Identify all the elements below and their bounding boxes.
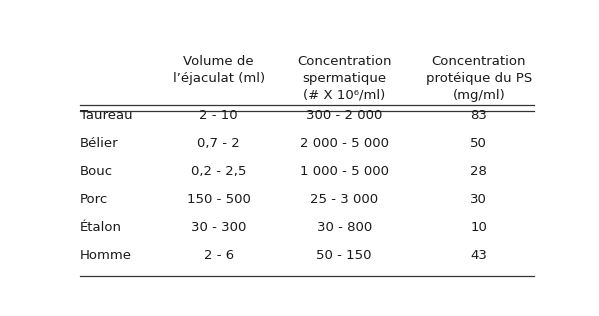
Text: Taureau: Taureau xyxy=(80,109,132,122)
Text: 25 - 3 000: 25 - 3 000 xyxy=(310,193,378,206)
Text: 50: 50 xyxy=(470,137,487,150)
Text: 150 - 500: 150 - 500 xyxy=(187,193,251,206)
Text: 1 000 - 5 000: 1 000 - 5 000 xyxy=(300,165,389,178)
Text: 0,2 - 2,5: 0,2 - 2,5 xyxy=(191,165,246,178)
Text: 10: 10 xyxy=(470,221,487,234)
Text: 30: 30 xyxy=(470,193,487,206)
Text: Bélier: Bélier xyxy=(80,137,118,150)
Text: 30 - 800: 30 - 800 xyxy=(316,221,372,234)
Text: 30 - 300: 30 - 300 xyxy=(191,221,246,234)
Text: 83: 83 xyxy=(470,109,487,122)
Text: 2 - 6: 2 - 6 xyxy=(204,249,234,262)
Text: 43: 43 xyxy=(470,249,487,262)
Text: Étalon: Étalon xyxy=(80,221,122,234)
Text: 2 000 - 5 000: 2 000 - 5 000 xyxy=(300,137,389,150)
Text: Volume de
l’éjaculat (ml): Volume de l’éjaculat (ml) xyxy=(173,55,265,85)
Text: Bouc: Bouc xyxy=(80,165,113,178)
Text: Porc: Porc xyxy=(80,193,108,206)
Text: Concentration
spermatique
(# X 10⁶/ml): Concentration spermatique (# X 10⁶/ml) xyxy=(297,55,391,102)
Text: Concentration
protéique du PS
(mg/ml): Concentration protéique du PS (mg/ml) xyxy=(426,55,532,102)
Text: Homme: Homme xyxy=(80,249,132,262)
Text: 2 - 10: 2 - 10 xyxy=(199,109,238,122)
Text: 0,7 - 2: 0,7 - 2 xyxy=(198,137,240,150)
Text: 300 - 2 000: 300 - 2 000 xyxy=(306,109,382,122)
Text: 50 - 150: 50 - 150 xyxy=(316,249,372,262)
Text: 28: 28 xyxy=(470,165,487,178)
